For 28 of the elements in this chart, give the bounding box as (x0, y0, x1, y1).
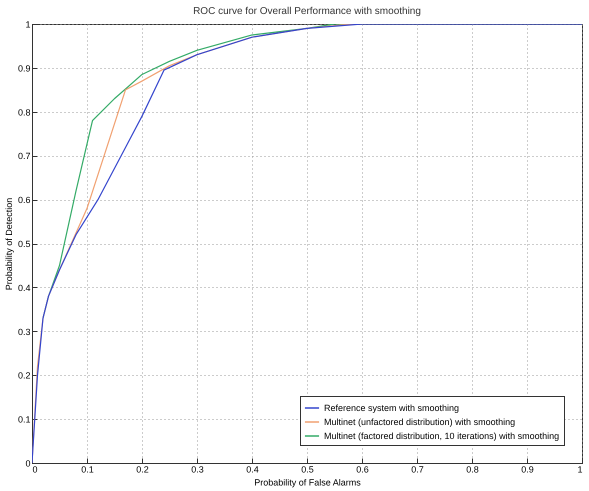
legend-label: Multinet (factored distribution, 10 iterations) with smoothing (324, 431, 560, 441)
y-tick-label: 1 (25, 20, 30, 30)
x-tick-label: 0.7 (411, 464, 424, 474)
x-tick-label: 0.9 (521, 464, 534, 474)
y-tick-label: 0.9 (18, 63, 30, 74)
y-tick-label: 0.8 (18, 107, 30, 118)
x-tick-label: 0.6 (356, 464, 369, 474)
x-tick-label: 0.2 (136, 464, 149, 474)
y-axis-title: Probability of Detection (4, 198, 14, 290)
x-tick-label: 0.8 (466, 464, 479, 474)
y-tick-label: 0.7 (18, 151, 30, 162)
x-tick-label: 0.1 (81, 464, 94, 474)
chart-title: ROC curve for Overall Performance with smoothing (193, 6, 421, 17)
y-tick-label: 0.5 (18, 239, 30, 249)
x-tick-label: 0 (32, 464, 38, 474)
x-tick-label: 0.4 (246, 464, 259, 474)
x-tick-label: 0.5 (301, 464, 314, 474)
y-tick-label: 0.1 (18, 414, 30, 425)
y-tick-label: 0.6 (18, 195, 30, 206)
x-tick-label: 0.3 (191, 464, 204, 474)
y-tick-label: 0.4 (18, 282, 30, 293)
legend-label: Reference system with smoothing (324, 403, 460, 413)
line-series (32, 24, 582, 463)
x-tick-label: 1 (577, 464, 582, 474)
y-tick-label: 0.3 (18, 326, 30, 337)
y-tick-label: 0.2 (18, 370, 30, 381)
x-axis-title: Probability of False Alarms (254, 478, 362, 488)
legend-label: Multinet (unfactored distribution) with smoothing (324, 417, 516, 427)
